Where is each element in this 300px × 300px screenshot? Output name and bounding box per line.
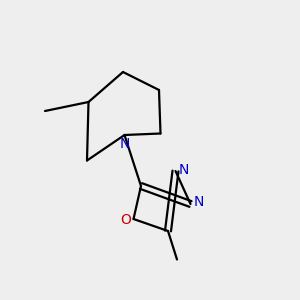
Text: N: N <box>119 136 130 151</box>
Text: N: N <box>178 163 189 176</box>
Text: O: O <box>120 214 131 227</box>
Text: N: N <box>194 196 204 209</box>
